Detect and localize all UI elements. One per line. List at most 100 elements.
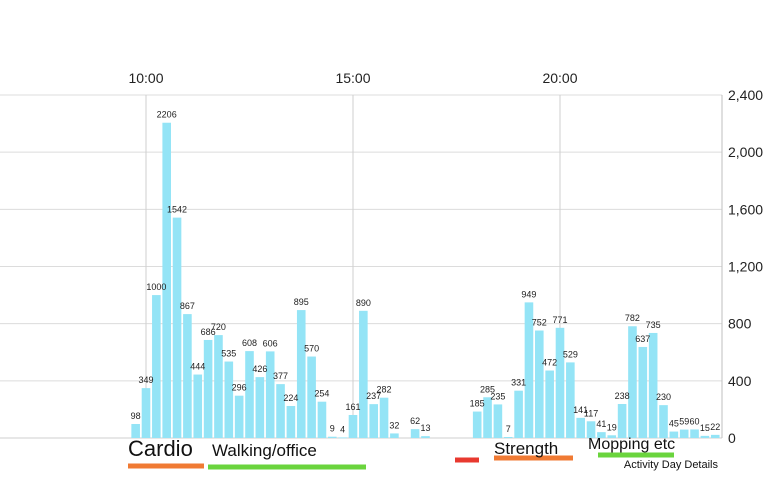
- bar-value-label: 867: [180, 301, 195, 311]
- bar[interactable]: [493, 404, 503, 438]
- bar-value-label: 686: [201, 327, 216, 337]
- bar-value-label: 331: [511, 378, 526, 388]
- bar[interactable]: [131, 423, 140, 438]
- bar-value-label: 529: [563, 349, 578, 359]
- bar-value-label: 444: [190, 362, 205, 372]
- bar[interactable]: [535, 330, 544, 438]
- bar[interactable]: [421, 436, 430, 438]
- bar[interactable]: [700, 435, 710, 438]
- bar-value-label: 296: [232, 383, 247, 393]
- bar-value-label: 13: [420, 423, 430, 433]
- bar[interactable]: [659, 405, 668, 438]
- bar[interactable]: [503, 436, 513, 438]
- annotation-label: Cardio: [128, 436, 193, 461]
- x-tick-label: 10:00: [128, 70, 163, 86]
- bar-value-label: 62: [410, 416, 420, 426]
- bar[interactable]: [586, 421, 596, 438]
- bar[interactable]: [255, 377, 265, 438]
- bar[interactable]: [566, 362, 575, 438]
- bar-value-label: 230: [656, 392, 671, 402]
- bar-value-label: 22: [710, 422, 720, 432]
- bar-value-label: 377: [273, 371, 288, 381]
- bar[interactable]: [359, 310, 368, 438]
- bar[interactable]: [224, 361, 234, 438]
- bar[interactable]: [317, 401, 327, 438]
- bar[interactable]: [617, 403, 627, 438]
- bar[interactable]: [245, 351, 254, 438]
- bar-value-label: 235: [490, 391, 505, 401]
- bar[interactable]: [276, 384, 285, 438]
- bar-value-label: 98: [131, 411, 141, 421]
- annotation-label: Walking/office: [212, 441, 317, 460]
- bar[interactable]: [214, 335, 223, 438]
- bar[interactable]: [545, 370, 554, 438]
- bar-value-label: 771: [552, 315, 567, 325]
- bar[interactable]: [193, 374, 203, 438]
- bar[interactable]: [369, 404, 378, 438]
- bar-value-label: 608: [242, 338, 257, 348]
- annotation-label: Strength: [494, 439, 558, 458]
- bar[interactable]: [265, 351, 275, 438]
- bar-value-label: 237: [366, 391, 381, 401]
- bar-value-labels: 9834910002206154286744468672053529660842…: [131, 110, 721, 435]
- bar[interactable]: [648, 332, 658, 438]
- bar-value-label: 238: [615, 391, 630, 401]
- bar[interactable]: [410, 429, 420, 438]
- bar-value-label: 4: [340, 424, 345, 434]
- x-axis: 10:00 15:00 20:00: [128, 70, 577, 86]
- bar[interactable]: [483, 397, 492, 438]
- bar[interactable]: [472, 411, 482, 438]
- x-tick-label: 20:00: [542, 70, 577, 86]
- bar-value-label: 254: [314, 389, 329, 399]
- bar-value-label: 570: [304, 344, 319, 354]
- bar[interactable]: [576, 417, 585, 438]
- bar-value-label: 606: [263, 338, 278, 348]
- bar-value-label: 1000: [146, 282, 166, 292]
- bar[interactable]: [286, 405, 296, 438]
- bar-value-label: 720: [211, 322, 226, 332]
- bar[interactable]: [669, 431, 679, 438]
- y-tick-label: 400: [728, 373, 752, 389]
- bar-value-label: 637: [635, 334, 650, 344]
- bar[interactable]: [390, 433, 399, 438]
- bar[interactable]: [203, 339, 213, 438]
- bar[interactable]: [162, 122, 171, 438]
- bar-value-label: 285: [480, 384, 495, 394]
- bar-value-label: 426: [252, 364, 267, 374]
- bar-value-label: 45: [669, 419, 679, 429]
- bar[interactable]: [296, 310, 306, 438]
- bar-value-label: 185: [470, 399, 485, 409]
- bar[interactable]: [628, 326, 637, 438]
- bar-value-label: 2206: [157, 110, 177, 120]
- y-tick-label: 2,400: [728, 87, 763, 103]
- y-tick-label: 1,600: [728, 201, 763, 217]
- bar[interactable]: [524, 302, 534, 438]
- bar[interactable]: [172, 217, 182, 438]
- bar[interactable]: [607, 435, 617, 438]
- bar[interactable]: [328, 436, 337, 438]
- bar[interactable]: [710, 434, 720, 438]
- bar[interactable]: [555, 327, 565, 438]
- bar[interactable]: [183, 314, 192, 438]
- bar[interactable]: [307, 356, 316, 438]
- bar[interactable]: [379, 397, 389, 438]
- bar[interactable]: [338, 437, 347, 439]
- bar-value-label: 19: [607, 422, 617, 432]
- bar[interactable]: [690, 429, 699, 438]
- bar[interactable]: [597, 432, 606, 438]
- annotation-label: Mopping etc: [588, 436, 675, 453]
- bar[interactable]: [679, 429, 689, 438]
- bar-value-label: 782: [625, 313, 640, 323]
- bar-value-label: 60: [690, 416, 700, 426]
- bar[interactable]: [514, 390, 523, 438]
- bar-value-label: 752: [532, 318, 547, 328]
- bar[interactable]: [234, 395, 244, 438]
- bar[interactable]: [152, 295, 161, 438]
- y-tick-label: 800: [728, 316, 752, 332]
- bar-value-label: 735: [646, 320, 661, 330]
- bar-value-label: 895: [294, 297, 309, 307]
- bar[interactable]: [141, 388, 151, 438]
- activity-day-details-label[interactable]: Activity Day Details: [624, 459, 719, 471]
- bar[interactable]: [348, 414, 358, 438]
- bar[interactable]: [638, 346, 648, 438]
